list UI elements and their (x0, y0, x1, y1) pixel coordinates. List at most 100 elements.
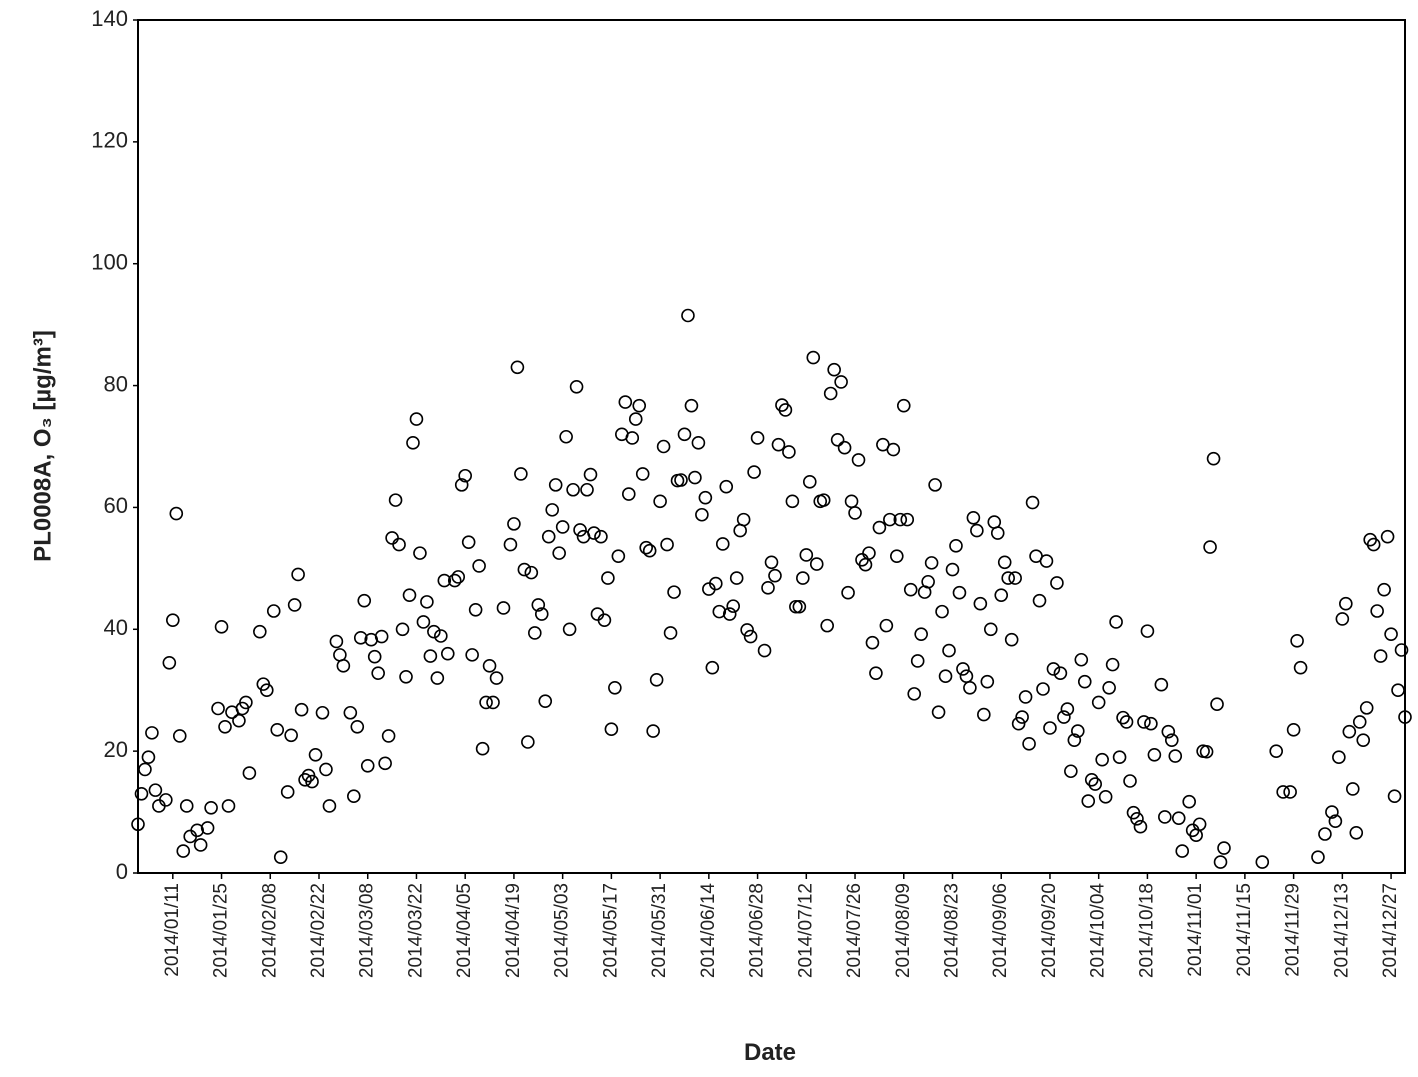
x-tick-label: 2014/05/03 (552, 883, 573, 978)
data-point (413, 546, 427, 560)
data-point (420, 595, 434, 609)
data-point (193, 838, 208, 852)
data-point (381, 729, 396, 743)
data-point (649, 673, 664, 687)
data-point (402, 588, 417, 602)
data-point (479, 695, 493, 710)
data-point (461, 535, 476, 549)
data-point (935, 604, 949, 619)
data-point (632, 398, 647, 413)
y-tick-label: 40 (104, 615, 128, 640)
data-point (1098, 790, 1113, 804)
data-point (608, 680, 622, 695)
data-point (552, 546, 566, 560)
data-point (1046, 662, 1061, 676)
data-point (796, 571, 810, 585)
data-point (1175, 844, 1190, 858)
data-point (374, 629, 389, 644)
data-point (531, 598, 546, 612)
x-tick-label: 2014/11/29 (1283, 883, 1304, 977)
x-tick-label: 2014/06/28 (747, 883, 768, 978)
data-point (1255, 855, 1270, 869)
data-point (883, 512, 897, 527)
data-point (1328, 814, 1343, 829)
data-point (733, 523, 747, 538)
data-point (1074, 652, 1089, 667)
data-point (347, 789, 361, 804)
x-tick-label: 2014/10/04 (1088, 883, 1109, 979)
data-point (1387, 789, 1402, 804)
data-point (559, 429, 573, 444)
x-tick-label: 2014/08/09 (893, 883, 914, 978)
data-point (719, 479, 734, 494)
data-point (517, 562, 532, 577)
data-point (437, 573, 452, 588)
data-point (764, 555, 779, 570)
data-point (284, 728, 298, 743)
data-point (329, 634, 344, 649)
data-point (952, 585, 967, 600)
data-point (886, 442, 901, 457)
data-point (1199, 744, 1214, 759)
data-point (1154, 677, 1169, 692)
data-point (928, 478, 942, 492)
data-point (1060, 702, 1075, 716)
data-point (1366, 537, 1381, 552)
data-point (802, 475, 817, 489)
data-point (138, 762, 152, 777)
x-tick-label: 2014/05/17 (600, 883, 621, 978)
data-point (1032, 593, 1047, 608)
data-point (1071, 724, 1085, 738)
data-point (273, 850, 288, 864)
data-point (1373, 649, 1388, 663)
data-point (1345, 782, 1360, 796)
data-point (1192, 817, 1207, 832)
data-point (458, 468, 472, 483)
data-point (660, 537, 674, 552)
data-point (778, 403, 793, 417)
data-point (1039, 554, 1054, 568)
data-point (179, 799, 194, 813)
data-point (747, 465, 761, 479)
x-tick-label: 2014/04/05 (454, 883, 475, 978)
data-point (266, 604, 281, 618)
data-point (367, 649, 382, 664)
y-tick-label: 100 (91, 250, 128, 275)
data-point (695, 507, 709, 522)
data-point (806, 350, 821, 365)
data-point (145, 726, 159, 740)
data-point (635, 467, 650, 481)
data-point (604, 722, 619, 737)
data-point (548, 478, 563, 492)
data-point (534, 607, 549, 621)
x-tick-label: 2014/01/11 (162, 883, 183, 977)
data-point (259, 683, 274, 698)
data-point (1036, 682, 1050, 696)
data-point (625, 431, 640, 445)
data-point (503, 537, 518, 552)
data-point (1311, 850, 1325, 864)
data-point (1057, 710, 1071, 724)
x-tick-label: 2014/03/22 (405, 883, 426, 978)
x-axis-label: Date (744, 1039, 796, 1066)
y-tick-label: 80 (104, 371, 128, 396)
data-point (423, 649, 438, 663)
data-point (204, 801, 218, 815)
data-point (1164, 733, 1179, 747)
x-tick-label: 2014/07/12 (795, 883, 816, 978)
data-point (597, 613, 612, 627)
data-point (1290, 634, 1304, 648)
data-point (1276, 785, 1290, 799)
data-point (176, 844, 191, 858)
data-point (1391, 683, 1405, 698)
data-point (771, 437, 786, 452)
data-point (893, 512, 908, 527)
x-tick-label: 2014/01/25 (211, 883, 232, 978)
data-point (782, 445, 796, 459)
data-point (792, 599, 807, 614)
data-point (656, 439, 671, 454)
x-tick-label: 2014/10/18 (1136, 883, 1157, 978)
data-point (336, 659, 351, 673)
data-point (830, 432, 845, 447)
